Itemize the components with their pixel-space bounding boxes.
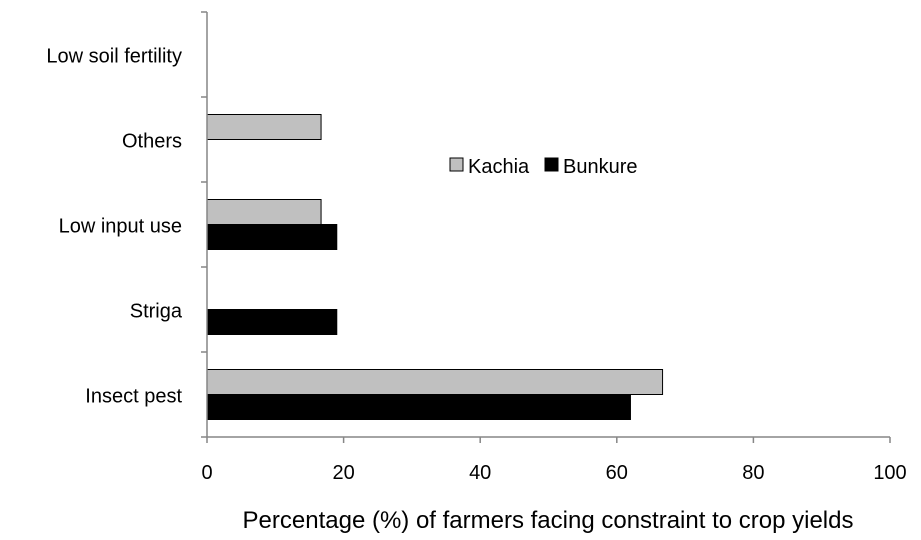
bar-kachia-low-input-use (206, 199, 322, 225)
bar-bunkure-striga (206, 309, 338, 335)
x-axis-title: Percentage (%) of farmers facing constra… (243, 507, 854, 534)
x-tick-label: 60 (606, 462, 628, 484)
legend-label-bunkure: Bunkure (563, 156, 638, 178)
bar-kachia-others (206, 114, 322, 140)
category-labels-group: Insect pest Striga Low input use Others Low … (46, 46, 182, 408)
bar-kachia-insect-pest (206, 369, 664, 395)
legend-swatch-kachia (449, 157, 464, 172)
bar-bunkure-insect-pest (206, 394, 631, 420)
category-label-insect-pest: Insect pest (85, 386, 182, 408)
bars-group (206, 114, 664, 420)
x-tick-label: 100 (873, 462, 906, 484)
tick-labels-group: 0 20 40 60 80 100 (201, 462, 906, 484)
legend-swatch-bunkure (544, 157, 559, 172)
x-tick-label: 40 (469, 462, 491, 484)
category-label-low-soil-fertility: Low soil fertility (46, 46, 182, 68)
x-tick-label: 0 (201, 462, 212, 484)
x-tick-label: 20 (332, 462, 354, 484)
axes-group (201, 11, 891, 443)
bar-bunkure-low-input-use (206, 224, 338, 250)
category-label-low-input-use: Low input use (59, 216, 182, 238)
x-tick-label: 80 (742, 462, 764, 484)
category-label-others: Others (122, 131, 182, 153)
legend: Kachia Bunkure (449, 156, 638, 178)
category-label-striga: Striga (130, 301, 183, 323)
legend-label-kachia: Kachia (468, 156, 530, 178)
